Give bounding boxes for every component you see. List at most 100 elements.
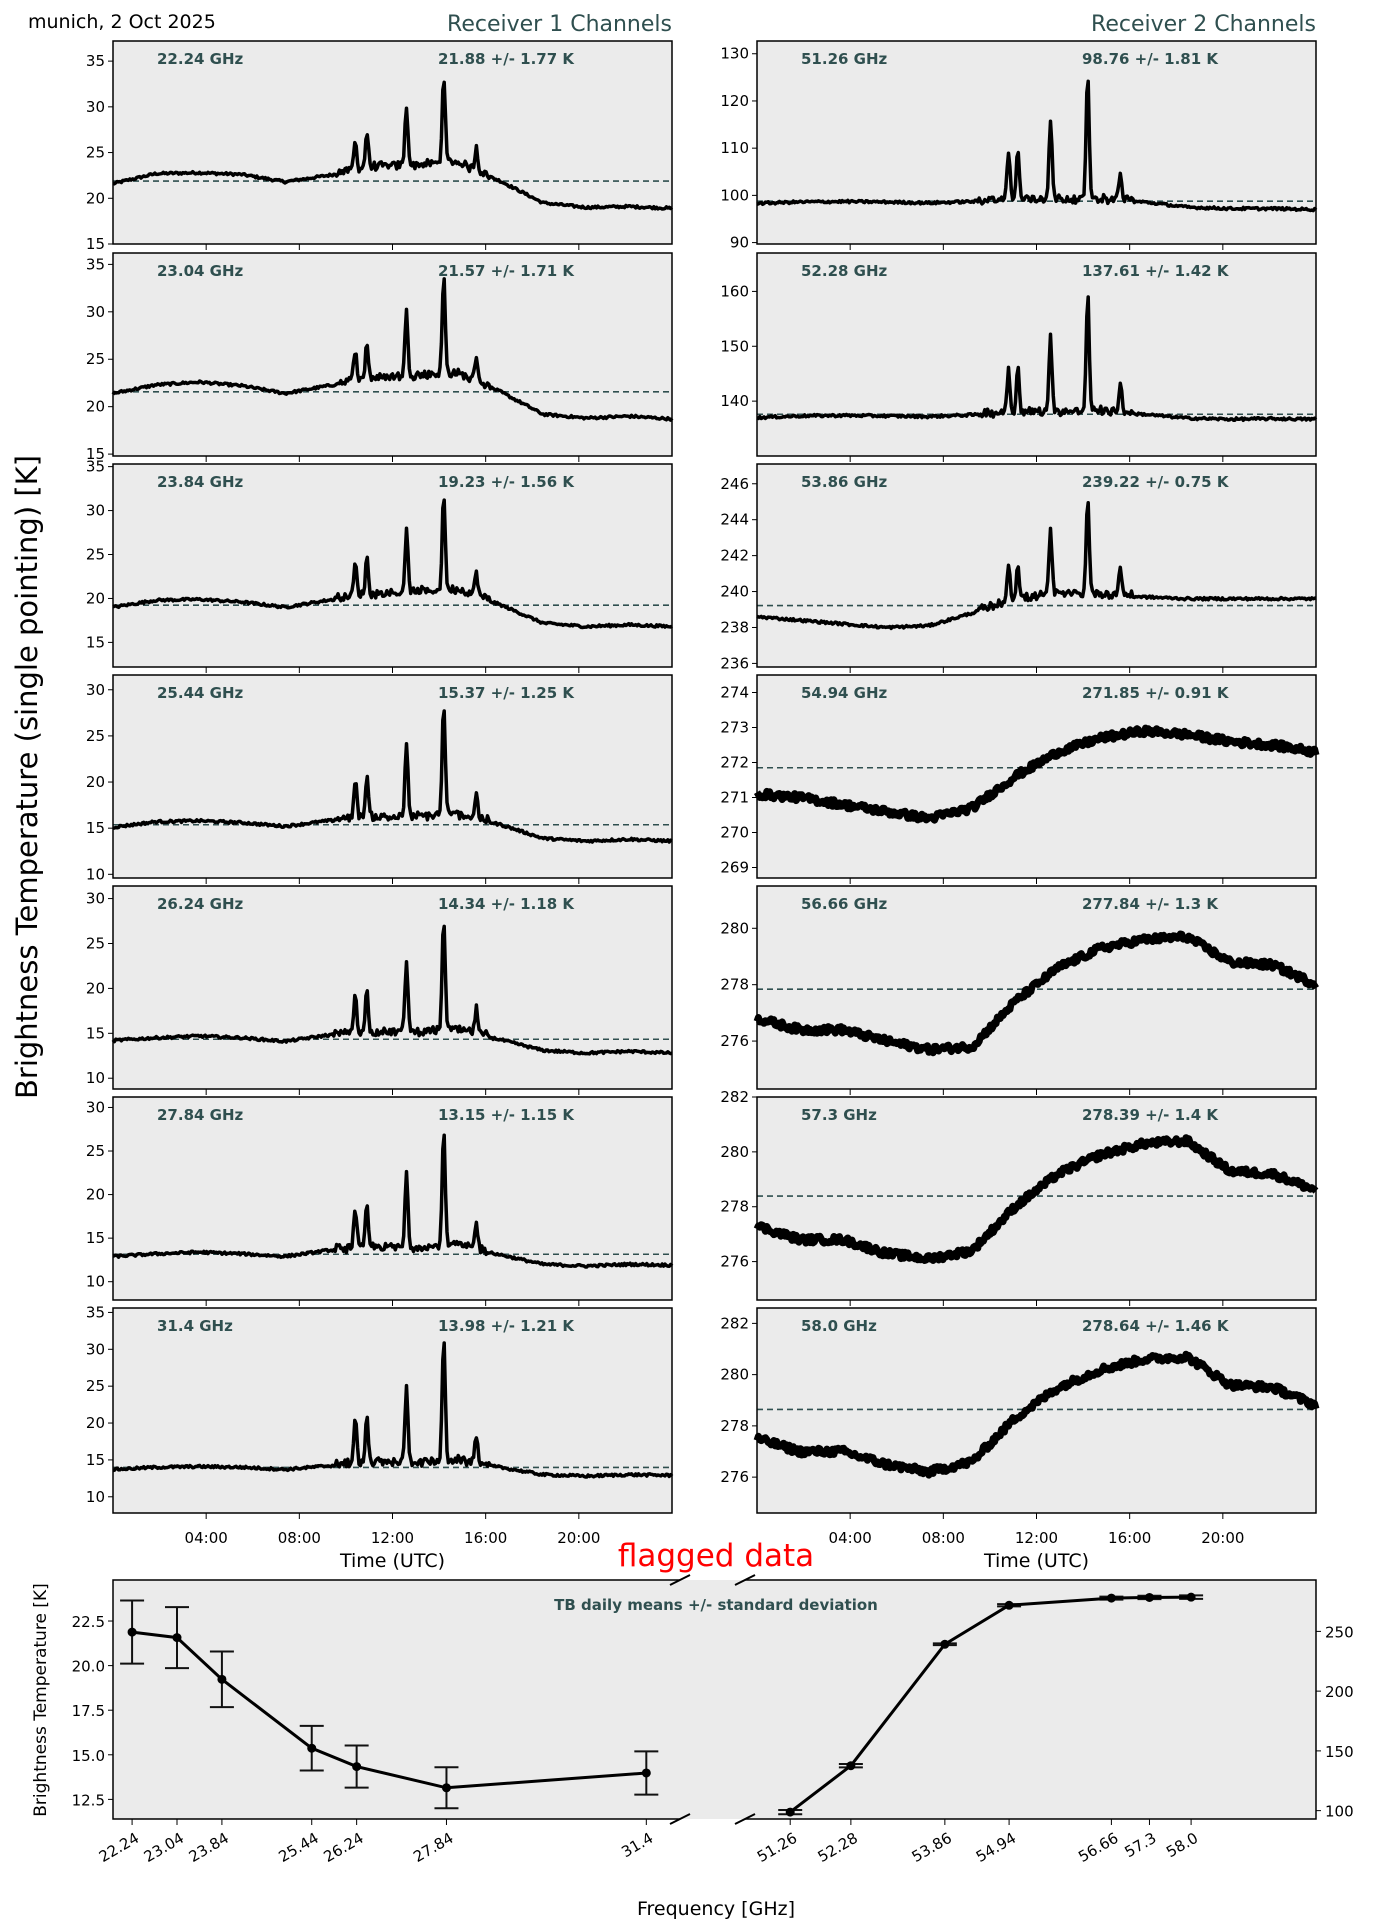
y-tick-label: 35 xyxy=(86,52,105,70)
series-line xyxy=(112,1341,674,1479)
frequency-label: 54.94 GHz xyxy=(801,684,888,702)
y-tick-label: 35 xyxy=(86,255,105,273)
mean-std-label: 21.88 +/- 1.77 K xyxy=(438,50,575,68)
mean-std-label: 14.34 +/- 1.18 K xyxy=(438,895,575,913)
x-tick-label: 20:00 xyxy=(557,1529,600,1547)
mean-point xyxy=(217,1674,227,1684)
y-tick-label: 272 xyxy=(720,754,749,772)
mean-point xyxy=(940,1639,950,1649)
mean-std-label: 15.37 +/- 1.25 K xyxy=(438,684,575,702)
y-tick-label: 280 xyxy=(720,919,749,937)
y-tick-label: 20 xyxy=(86,189,105,207)
y-tick-label: 276 xyxy=(720,1253,749,1271)
panel-r1-6: 10 15 20 25 30 35 31.4 GHz 13.98 +/- 1.21 K xyxy=(86,1303,674,1519)
y-tick-label: 276 xyxy=(720,1032,749,1050)
panel-r2-5: 276 278 280 282 57.3 GHz 278.39 +/- 1.4 K xyxy=(720,1088,1319,1306)
frequency-label: 53.86 GHz xyxy=(801,473,888,491)
y-tick-label: 160 xyxy=(720,282,749,300)
y-tick-label: 236 xyxy=(720,654,749,672)
frequency-label: 23.84 GHz xyxy=(157,473,244,491)
panel-r2-0: 90 100 110 120 130 51.26 GHz 98.76 +/- 1.81 K xyxy=(720,40,1318,252)
series-line xyxy=(112,709,673,844)
axis-break-mark xyxy=(734,1813,756,1825)
frequency-tick-label: 54.94 xyxy=(973,1829,1019,1866)
series-line xyxy=(753,1134,1319,1264)
mean-std-label: 13.15 +/- 1.15 K xyxy=(438,1106,575,1124)
mean-point xyxy=(441,1783,451,1793)
mean-std-label: 137.61 +/- 1.42 K xyxy=(1082,262,1230,280)
y-tick-label: 15 xyxy=(86,445,105,463)
y-tick-label: 15 xyxy=(86,819,105,837)
panel-r1-0: 15 20 25 30 35 22.24 GHz 21.88 +/- 1.77 K xyxy=(86,40,674,253)
frequency-tick-label: 52.28 xyxy=(815,1829,861,1866)
receiver1-title: Receiver 1 Channels xyxy=(447,12,672,37)
location-date-label: munich, 2 Oct 2025 xyxy=(28,11,216,33)
y-tick-label: 20 xyxy=(86,1414,105,1432)
axis-break-mark xyxy=(734,1574,756,1586)
y-tick-label: 20 xyxy=(86,773,105,791)
panel-background xyxy=(113,675,672,878)
y-tick-label: 15.0 xyxy=(72,1747,105,1765)
y-tick-label: 25 xyxy=(86,934,105,952)
y-tick-label: 270 xyxy=(720,824,749,842)
y-tick-label: 273 xyxy=(720,719,749,737)
series-line xyxy=(111,924,673,1056)
mean-std-label: 98.76 +/- 1.81 K xyxy=(1082,50,1219,68)
y-tick-label: 282 xyxy=(720,1088,749,1106)
x-axis-label: Time (UTC) xyxy=(983,1550,1089,1572)
frequency-tick-label: 56.66 xyxy=(1075,1829,1121,1866)
mean-point xyxy=(1186,1592,1196,1602)
series-line xyxy=(112,1133,674,1269)
summary-x-axis-label: Frequency [GHz] xyxy=(637,1898,795,1920)
frequency-label: 56.66 GHz xyxy=(801,895,888,913)
frequency-tick-label: 53.86 xyxy=(909,1829,955,1866)
panel-r2-2: 236 238 240 242 244 246 53.86 GHz 239.22 +/- 0.… xyxy=(720,463,1317,673)
timeseries-panels: 15 20 25 30 35 22.24 GHz 21.88 +/- 1.77 K 15 20 2… xyxy=(86,40,1320,1572)
y-tick-label: 280 xyxy=(720,1143,749,1161)
y-tick-label: 30 xyxy=(86,502,105,520)
y-tick-label: 10 xyxy=(86,1069,105,1087)
x-tick-label: 04:00 xyxy=(829,1529,872,1547)
panel-background xyxy=(113,41,672,244)
y-tick-label: 25 xyxy=(86,350,105,368)
x-tick-label: 20:00 xyxy=(1201,1529,1244,1547)
frequency-tick-label: 23.84 xyxy=(186,1829,232,1866)
frequency-tick-label: 27.84 xyxy=(410,1829,456,1866)
frequency-label: 26.24 GHz xyxy=(157,895,244,913)
series-line xyxy=(112,80,674,211)
panel-background xyxy=(757,1097,1316,1300)
y-tick-label: 150 xyxy=(720,337,749,355)
panel-background xyxy=(113,886,672,1089)
frequency-label: 25.44 GHz xyxy=(157,684,244,702)
frequency-label: 22.24 GHz xyxy=(157,50,244,68)
mean-point xyxy=(1004,1600,1014,1610)
y-tick-label: 150 xyxy=(1325,1743,1354,1761)
y-tick-label: 250 xyxy=(1325,1623,1354,1641)
mean-std-label: 278.64 +/- 1.46 K xyxy=(1082,1317,1230,1335)
panel-background xyxy=(757,675,1316,878)
frequency-label: 27.84 GHz xyxy=(157,1106,244,1124)
y-tick-label: 25 xyxy=(86,546,105,564)
y-tick-label: 100 xyxy=(1325,1803,1354,1821)
frequency-tick-label: 51.26 xyxy=(754,1829,800,1866)
y-tick-label: 15 xyxy=(86,1451,105,1469)
y-tick-label: 20 xyxy=(86,979,105,997)
y-tick-label: 30 xyxy=(86,98,105,116)
x-tick-label: 08:00 xyxy=(922,1529,965,1547)
y-tick-label: 278 xyxy=(720,976,749,994)
series-line xyxy=(112,498,674,630)
mean-std-label: 271.85 +/- 0.91 K xyxy=(1082,684,1230,702)
y-tick-label: 20 xyxy=(86,1186,105,1204)
frequency-tick-label: 58.0 xyxy=(1163,1829,1201,1861)
y-tick-label: 12.5 xyxy=(72,1791,105,1809)
y-tick-label: 110 xyxy=(720,139,749,157)
mean-point xyxy=(172,1633,182,1643)
summary-gap-background xyxy=(680,1580,745,1819)
y-tick-label: 25 xyxy=(86,144,105,162)
y-tick-label: 30 xyxy=(86,890,105,908)
series-line xyxy=(111,277,674,422)
y-tick-label: 238 xyxy=(720,618,749,636)
y-tick-label: 274 xyxy=(720,684,749,702)
y-tick-label: 25 xyxy=(86,1377,105,1395)
x-tick-label: 08:00 xyxy=(278,1529,321,1547)
